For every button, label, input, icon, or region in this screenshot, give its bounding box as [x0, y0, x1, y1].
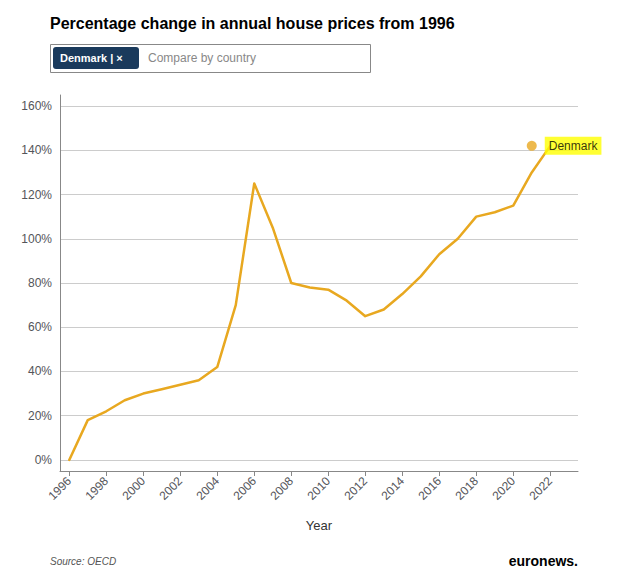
svg-text:80%: 80%: [28, 276, 52, 290]
svg-text:Denmark: Denmark: [549, 139, 599, 153]
svg-text:Percentage change in annual ho: Percentage change in annual house prices…: [50, 15, 455, 32]
svg-text:20%: 20%: [28, 409, 52, 423]
svg-text:Compare by country: Compare by country: [148, 51, 256, 65]
svg-text:Denmark | ×: Denmark | ×: [60, 52, 123, 64]
svg-text:2010: 2010: [304, 474, 333, 503]
svg-text:100%: 100%: [21, 232, 52, 246]
svg-text:2016: 2016: [415, 474, 444, 503]
svg-text:160%: 160%: [21, 99, 52, 113]
svg-text:40%: 40%: [28, 364, 52, 378]
svg-text:1996: 1996: [45, 474, 74, 503]
svg-text:60%: 60%: [28, 320, 52, 334]
svg-text:euronews.: euronews.: [509, 553, 578, 569]
svg-text:2018: 2018: [452, 474, 481, 503]
svg-text:0%: 0%: [35, 453, 53, 467]
svg-text:Year: Year: [306, 518, 333, 533]
svg-text:2006: 2006: [230, 474, 259, 503]
svg-text:2008: 2008: [267, 474, 296, 503]
svg-text:2002: 2002: [156, 474, 185, 503]
svg-text:2022: 2022: [526, 474, 555, 503]
svg-text:2000: 2000: [119, 474, 148, 503]
svg-text:2004: 2004: [193, 474, 222, 503]
svg-text:120%: 120%: [21, 188, 52, 202]
svg-text:2014: 2014: [378, 474, 407, 503]
svg-text:Source: OECD: Source: OECD: [50, 556, 116, 567]
svg-text:2020: 2020: [489, 474, 518, 503]
svg-text:1998: 1998: [82, 474, 111, 503]
svg-text:2012: 2012: [341, 474, 370, 503]
svg-text:140%: 140%: [21, 143, 52, 157]
